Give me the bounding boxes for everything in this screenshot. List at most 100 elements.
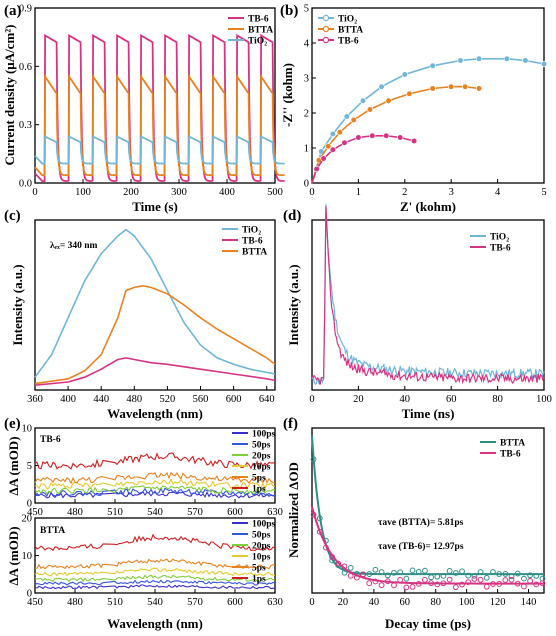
e-bottom-series-20ps [34, 574, 276, 583]
e-top-xtick-label: 570 [187, 507, 203, 518]
e-top-xtick-label: 540 [147, 507, 163, 518]
e-top-series-100ps [34, 490, 276, 499]
b-legend-label: BTTA [338, 26, 363, 36]
panel-a-label: (a) [4, 3, 22, 19]
b-xlabel: Z' (kohm) [400, 199, 456, 214]
f-point [514, 570, 521, 577]
c-xtick-label: 520 [160, 394, 176, 405]
e-bottom-xtick-label: 570 [187, 597, 203, 608]
a-xlabel: Time (s) [132, 199, 178, 214]
d-series-TiO₂ [311, 204, 545, 386]
d-xlabel: Time (ns) [402, 406, 455, 421]
e-bottom-legend-label: 1ps [252, 575, 266, 585]
b-point [457, 57, 464, 64]
e-top-xtick-label: 630 [267, 507, 283, 518]
e-top-xtick-label: 450 [27, 507, 43, 518]
a-xtick-label: 300 [171, 187, 187, 198]
b-ytick-label: 5 [304, 4, 309, 15]
b-point [385, 97, 392, 104]
f-point [502, 577, 509, 583]
f-point [452, 584, 459, 591]
f-point [477, 576, 484, 583]
f-point [341, 563, 348, 570]
f-point [310, 456, 317, 463]
c-xtick-label: 360 [27, 394, 43, 405]
e-top-legend-label: 1ps [252, 485, 266, 495]
b-ytick-label: 0 [304, 179, 309, 190]
e-xlabel: Wavelength (nm) [107, 616, 203, 631]
panel-e-label: (e) [4, 416, 21, 432]
f-point [496, 571, 503, 577]
f-point [527, 578, 533, 584]
b-point [462, 83, 469, 90]
f-point [378, 582, 385, 589]
f-point [440, 580, 447, 587]
e-bottom-ytick-label: 10 [22, 551, 33, 562]
d-xtick-label: 20 [353, 394, 364, 405]
f-point [446, 576, 453, 583]
f-xtick-label: 60 [400, 597, 411, 608]
b-point [343, 113, 350, 120]
f-point [415, 569, 422, 575]
c-excitation-annotation: λₑₓ= 340 nm [50, 241, 98, 251]
b-point [313, 165, 320, 173]
b-xtick-label: 2 [402, 187, 407, 198]
f-point [372, 566, 379, 573]
f-point [384, 578, 391, 585]
b-xtick-label: 0 [309, 187, 314, 198]
b-ytick-label: 3 [304, 74, 309, 85]
b-ytick-label: 4 [304, 39, 310, 50]
f-annotation-tb6: τave (TB-6)= 12.97ps [378, 541, 464, 552]
a-ytick-label: 0.9 [19, 4, 32, 15]
e-bottom-xtick-label: 630 [267, 597, 283, 608]
e-top-ytick-label: 0 [27, 499, 32, 510]
f-point [508, 576, 515, 583]
a-legend-label: TiO₂ [248, 37, 267, 47]
b-legend-label: TiO₂ [338, 15, 357, 25]
f-point [397, 576, 404, 583]
e-bottom-series-100ps [34, 584, 276, 590]
f-xtick-label: 80 [430, 597, 441, 608]
b-point [397, 134, 404, 141]
b-point [329, 146, 336, 153]
e-top-legend-label: 20ps [252, 452, 271, 462]
f-point [446, 568, 453, 574]
b-ylabel: -Z'' (kohm) [280, 63, 295, 127]
e-bottom-ytick-label: 20 [22, 514, 33, 525]
e-bottom-xtick-label: 450 [27, 597, 43, 608]
b-point [359, 97, 367, 104]
f-point [422, 576, 428, 583]
e-top-legend-label: 50ps [252, 441, 271, 451]
b-point [522, 57, 529, 64]
f-point [329, 554, 336, 560]
d-xtick-label: 60 [446, 394, 457, 405]
f-point [459, 568, 465, 575]
f-point [316, 528, 323, 535]
b-legend-marker [322, 25, 330, 33]
c-series-TiO₂ [34, 228, 276, 378]
e-top-title: TB-6 [40, 435, 61, 445]
f-point [415, 580, 422, 587]
panel-c-frame [34, 219, 276, 391]
e-bottom-series-50ps [34, 579, 276, 586]
f-point [384, 572, 391, 579]
a-ylabel: Current density (μA/cm²) [2, 24, 17, 165]
a-xtick-label: 500 [267, 187, 283, 198]
f-point [316, 515, 323, 522]
f-point [403, 575, 410, 582]
e-top-legend-label: 10ps [252, 463, 271, 473]
f-xtick-label: 0 [309, 597, 314, 608]
f-point [372, 578, 379, 585]
f-point [428, 574, 434, 581]
e-top-ytick-label: 5 [27, 461, 32, 472]
b-point [406, 90, 413, 97]
a-ytick-label: 0.3 [19, 120, 32, 131]
f-point [434, 573, 441, 580]
c-xtick-label: 560 [193, 394, 209, 405]
f-annotation-btta: τave (BTTA)= 5.81ps [378, 517, 464, 528]
d-ylabel: Intensity (a.u.) [286, 264, 301, 345]
e-top-series-1ps [34, 452, 276, 470]
f-point [434, 581, 441, 588]
b-point [383, 132, 390, 139]
b-point [336, 129, 343, 136]
